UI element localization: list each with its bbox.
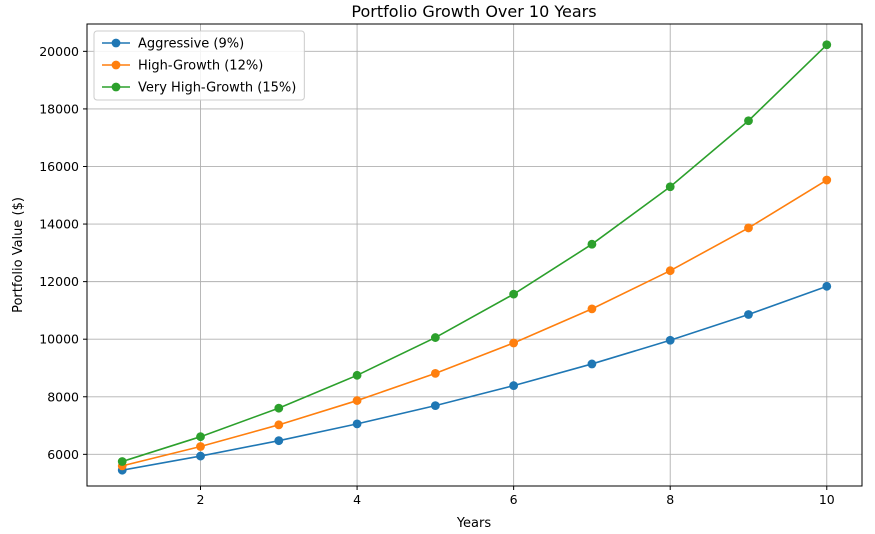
data-point [822,40,832,50]
data-point [196,451,205,461]
data-point [665,182,675,192]
x-tick-label: 6 [510,492,518,507]
data-point [352,396,362,405]
legend-box [93,30,305,101]
legend-item: High-Growth (12%) [102,59,263,74]
data-point [352,419,362,429]
data-point [665,266,675,276]
data-point [352,370,362,380]
data-point [274,420,284,430]
legend-label: High-Growth (12%) [138,59,263,74]
series-1 [117,281,832,475]
legend-label: Aggressive (9%) [138,37,244,52]
data-point [744,310,753,319]
legend-marker [111,60,121,70]
data-point [274,436,284,446]
x-tick-label: 2 [197,492,205,507]
data-point [822,281,832,291]
y-tick-label: 10000 [39,332,79,347]
y-tick-label: 8000 [47,389,79,404]
data-point [117,457,127,466]
legend-item: Aggressive (9%) [102,37,244,52]
data-point [587,304,597,314]
legend-label: Very High-Growth (15%) [138,81,296,96]
y-axis-label: Portfolio Value ($) [11,197,26,313]
series-3 [117,40,832,466]
series-2 [117,175,832,471]
x-tick-label: 8 [666,492,674,507]
y-axis-ticks: 6000 8000 10000 12000 14000 16000 18000 20000 [39,44,87,462]
series-line [122,285,828,471]
data-point [744,116,753,126]
data-point [587,359,597,369]
y-tick-label: 12000 [39,274,79,289]
data-point [509,289,519,299]
data-point [822,175,832,185]
y-tick-label: 18000 [39,101,79,116]
data-point [665,335,675,345]
data-point [430,333,440,342]
x-axis-label: Years [456,516,492,531]
legend-marker [111,38,121,48]
series-layer [117,40,832,475]
x-tick-label: 10 [819,492,835,507]
data-point [509,381,519,391]
series-line [121,44,828,463]
data-point [587,239,597,249]
legend-marker [111,82,121,92]
legend-item: Very High-Growth (15%) [102,81,296,96]
data-point [274,403,284,413]
y-tick-label: 16000 [39,159,79,174]
chart-title: Portfolio Growth Over 10 Years [351,2,596,21]
data-point [744,223,753,233]
plot-area-frame [86,23,863,487]
data-point [430,401,440,411]
data-point [509,338,519,348]
y-tick-label: 20000 [39,44,79,59]
y-tick-label: 14000 [39,217,79,232]
grid [87,24,862,486]
data-point [430,368,440,378]
series-line [122,179,828,467]
data-point [196,442,205,451]
legend: Aggressive (9%) High-Growth (12%) Very Hig… [93,30,305,101]
data-point [196,432,205,442]
x-tick-label: 4 [353,492,361,507]
x-axis-ticks: 2 4 6 8 10 [197,486,835,507]
y-tick-label: 6000 [47,447,79,462]
